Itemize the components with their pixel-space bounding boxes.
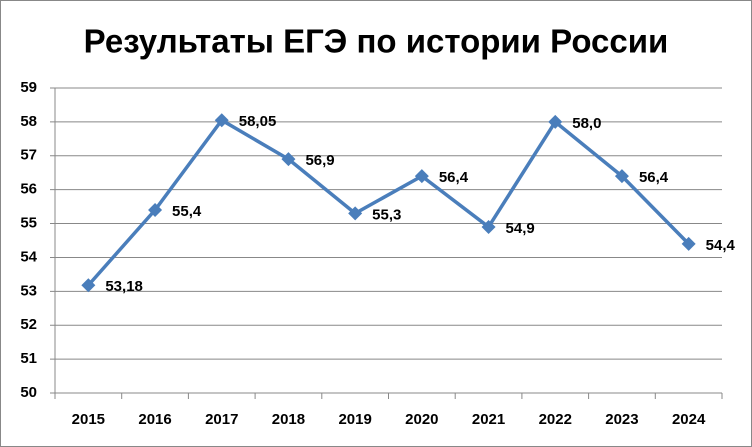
x-tick-label: 2016	[138, 411, 171, 428]
x-tick-label: 2015	[72, 411, 105, 428]
y-tick-label: 57	[20, 147, 37, 164]
data-label: 58,0	[572, 115, 601, 132]
y-tick-label: 53	[20, 282, 37, 299]
data-label: 53,18	[105, 278, 143, 295]
chart-title: Результаты ЕГЭ по истории России	[84, 23, 669, 60]
marker	[81, 278, 96, 293]
marker	[548, 114, 563, 129]
x-tick-label: 2023	[605, 411, 638, 428]
line	[87, 118, 690, 287]
y-tick-label: 55	[20, 215, 37, 232]
x-tick-label: 2021	[472, 411, 505, 428]
data-label: 55,3	[372, 206, 401, 223]
marker	[214, 113, 229, 128]
x-tick-label: 2019	[338, 411, 371, 428]
data-label: 56,4	[439, 169, 469, 186]
data-label: 58,05	[239, 113, 277, 130]
x-tick-label: 2022	[539, 411, 572, 428]
marker	[414, 169, 429, 184]
marker	[481, 219, 496, 234]
y-tick-label: 56	[20, 181, 37, 198]
data-label: 54,4	[706, 237, 736, 254]
y-tick-label: 58	[20, 113, 37, 130]
data-label: 55,4	[172, 203, 202, 220]
x-tick-label: 2020	[405, 411, 438, 428]
y-tick-label: 59	[20, 79, 37, 96]
y-tick-label: 52	[20, 316, 37, 333]
marker	[148, 203, 163, 217]
x-tick-label: 2017	[205, 411, 238, 428]
data-label: 56,4	[639, 169, 669, 186]
marker	[281, 152, 296, 167]
data-label: 54,9	[506, 220, 535, 237]
marker	[614, 169, 629, 184]
marker	[681, 236, 696, 251]
x-tick-label: 2018	[272, 411, 305, 428]
marker	[348, 206, 363, 221]
data-label: 56,9	[305, 152, 334, 169]
x-tick-label: 2024	[672, 411, 706, 428]
y-tick-label: 54	[20, 248, 37, 265]
y-tick-label: 50	[20, 384, 37, 401]
y-tick-label: 51	[20, 350, 37, 367]
